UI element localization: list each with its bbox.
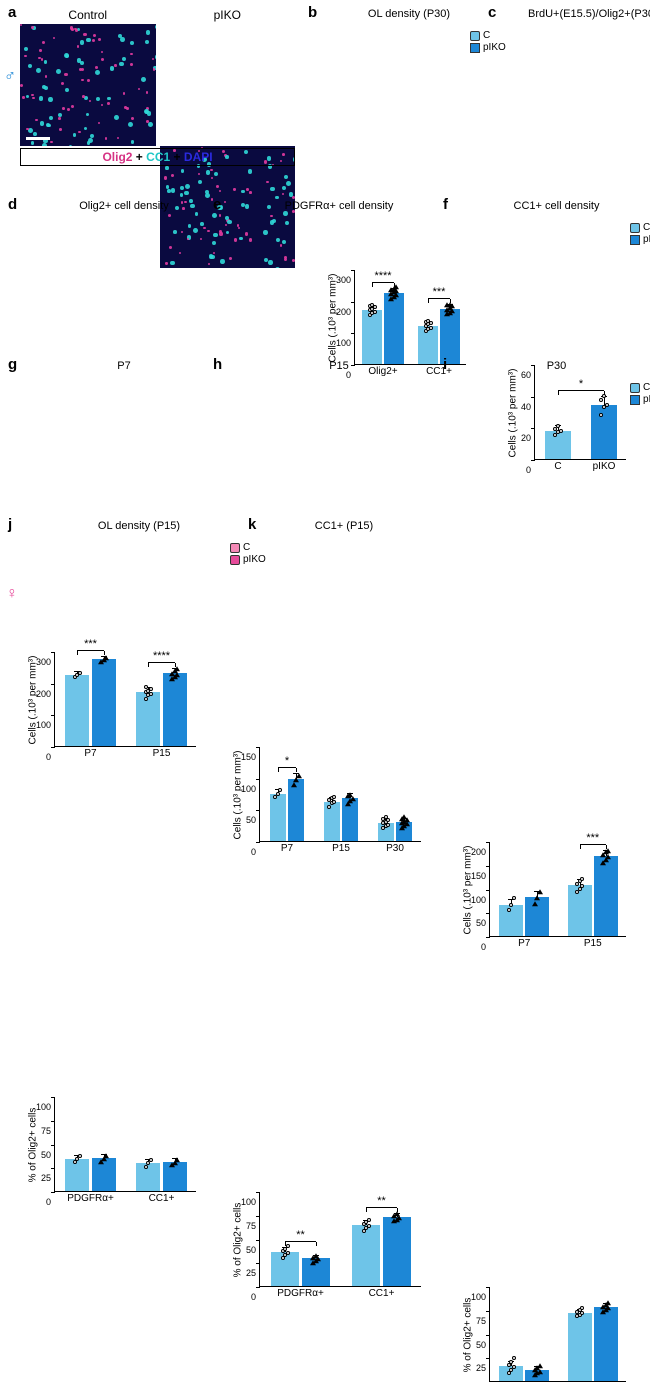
stain-caption: Olig2 + CC1 + DAPI <box>20 148 295 166</box>
chart-i: % of Olig2+ cells0255075100PDGFRα+CC1+ <box>489 1287 626 1382</box>
chart-g: % of Olig2+ cells0255075100PDGFRα+CC1+ <box>54 1097 196 1192</box>
chart-f: Cells (.10³ per mm³)050100150200P7P15*** <box>489 842 626 937</box>
chart-b: Cells (.10³ per mm³)0100200300Olig2+CC1+… <box>354 270 466 365</box>
chart-h: % of Olig2+ cells0255075100PDGFRα+CC1+**… <box>259 1192 421 1287</box>
chart-e: Cells (.10³ per mm³)050100150P7P15P30* <box>259 747 421 842</box>
micrograph-control <box>20 24 156 146</box>
figure-root: a♂ControlpIKOOlig2 + CC1 + DAPIbOL densi… <box>0 0 650 691</box>
chart-c: Cells (.10³ per mm³)0204060CpIKO* <box>534 365 626 460</box>
chart-d: Cells (.10³ per mm³)0100200300P7P15*****… <box>54 652 196 747</box>
